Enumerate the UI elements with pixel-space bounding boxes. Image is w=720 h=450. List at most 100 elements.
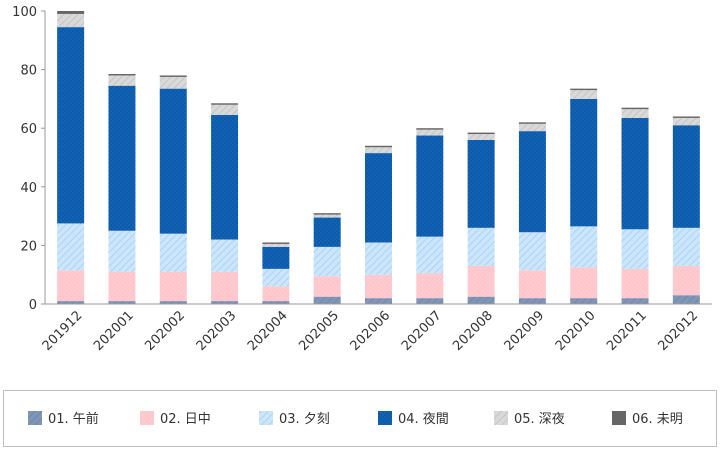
y-tick-label-80: 80 — [20, 64, 37, 79]
bar-202007-series-1 — [416, 298, 444, 304]
bar-202003-series-2 — [211, 271, 239, 302]
bar-201912-series-4 — [57, 27, 85, 224]
bar-202007-series-3 — [416, 236, 444, 274]
bar-202002-series-2 — [159, 271, 187, 302]
bar-202005-series-2 — [313, 276, 341, 297]
legend-swatch-1 — [28, 411, 42, 425]
x-tick-label-202003: 202003 — [194, 308, 240, 354]
bar-202004-series-1 — [262, 301, 290, 304]
x-tick-label-202001: 202001 — [91, 308, 137, 354]
bar-202004-series-5 — [262, 243, 290, 247]
bar-202006-series-2 — [365, 274, 392, 299]
bar-202006-series-5 — [365, 147, 392, 154]
bar-202008-series-2 — [467, 265, 495, 297]
y-tick-label-60: 60 — [20, 122, 37, 137]
bar-202002-series-3 — [159, 233, 187, 272]
bar-202009-series-1 — [518, 298, 546, 304]
y-tick-label-20: 20 — [20, 239, 37, 254]
bar-202001-series-5 — [108, 75, 136, 86]
bar-201912-series-2 — [57, 270, 85, 302]
x-tick-label-202012: 202012 — [655, 308, 701, 354]
bar-202005-series-5 — [313, 214, 341, 218]
bar-202012-series-5 — [672, 117, 700, 126]
bar-202008-series-1 — [467, 296, 495, 304]
bar-201912-series-6 — [57, 11, 85, 14]
x-tick-label-202009: 202009 — [502, 308, 548, 354]
bar-202009-series-4 — [518, 131, 546, 233]
bar-202007-series-2 — [416, 273, 444, 299]
bar-201912-series-3 — [57, 223, 85, 271]
bar-202001-series-1 — [108, 301, 136, 304]
bar-202010-series-3 — [570, 226, 598, 268]
legend-swatch-3 — [259, 411, 273, 425]
x-tick-label-202008: 202008 — [450, 308, 496, 354]
legend: 01. 午前 02. 日中 03. 夕刻 04. 夜間 05. 深夜 06. 未明 — [3, 390, 717, 447]
bar-202006-series-6 — [365, 145, 392, 148]
bar-201912-series-5 — [57, 13, 85, 28]
legend-swatch-5 — [494, 411, 508, 425]
x-tick-label-202005: 202005 — [296, 308, 342, 354]
plot-area — [57, 11, 700, 304]
bar-202005-series-6 — [313, 213, 341, 215]
legend-label-6: 06. 未明 — [632, 412, 683, 427]
bar-202010-series-2 — [570, 267, 598, 299]
bar-202002-series-6 — [159, 75, 187, 77]
x-tick-label-202007: 202007 — [399, 308, 445, 354]
x-tick-label-202011: 202011 — [604, 308, 650, 354]
bar-202004-series-4 — [262, 246, 290, 269]
legend-swatch-6 — [612, 411, 626, 425]
bar-202006-series-3 — [365, 242, 392, 275]
bar-202002-series-4 — [159, 88, 187, 234]
bar-202004-series-6 — [262, 242, 290, 244]
bar-202007-series-5 — [416, 129, 444, 136]
bar-202009-series-6 — [518, 122, 546, 124]
x-tick-label-201912: 201912 — [40, 308, 86, 354]
bar-202012-series-1 — [672, 295, 700, 304]
bar-201912-series-1 — [57, 301, 85, 304]
bar-202011-series-5 — [621, 109, 649, 118]
bar-202009-series-3 — [518, 232, 546, 271]
bar-202005-series-3 — [313, 246, 341, 277]
bar-202010-series-1 — [570, 298, 598, 304]
bar-202008-series-5 — [467, 134, 495, 140]
bar-202011-series-1 — [621, 298, 649, 304]
bar-202011-series-6 — [621, 107, 649, 110]
legend-box — [3, 390, 717, 447]
bar-202004-series-2 — [262, 286, 290, 302]
x-tick-label-202004: 202004 — [245, 308, 291, 354]
bar-202002-series-5 — [159, 76, 187, 89]
bar-202010-series-6 — [570, 88, 598, 91]
legend-swatch-2 — [140, 411, 154, 425]
x-tick-label-202010: 202010 — [553, 308, 599, 354]
bar-202006-series-1 — [365, 298, 392, 304]
bar-202003-series-3 — [211, 239, 239, 272]
bar-202010-series-4 — [570, 98, 598, 227]
y-tick-label-40: 40 — [20, 181, 37, 196]
bar-202002-series-1 — [159, 301, 187, 304]
legend-label-5: 05. 深夜 — [514, 412, 565, 427]
legend-label-1: 01. 午前 — [48, 411, 99, 427]
bar-202003-series-4 — [211, 115, 239, 240]
bar-202003-series-1 — [211, 301, 239, 304]
bar-202003-series-6 — [211, 103, 239, 105]
bar-202011-series-3 — [621, 229, 649, 269]
bar-202008-series-3 — [467, 227, 495, 266]
bar-202005-series-4 — [313, 217, 341, 247]
bar-202011-series-2 — [621, 268, 649, 299]
legend-swatch-4 — [378, 411, 392, 425]
bar-202009-series-2 — [518, 270, 546, 299]
x-tick-label-202006: 202006 — [348, 308, 394, 354]
bar-202004-series-3 — [262, 268, 290, 287]
legend-label-4: 04. 夜間 — [398, 412, 449, 427]
bar-202003-series-5 — [211, 104, 239, 116]
bar-202001-series-6 — [108, 74, 136, 76]
bar-202007-series-4 — [416, 135, 444, 237]
bar-202008-series-4 — [467, 139, 495, 228]
bar-202011-series-4 — [621, 117, 649, 230]
bar-202001-series-2 — [108, 271, 136, 302]
bar-202009-series-5 — [518, 123, 546, 132]
bar-202007-series-6 — [416, 128, 444, 130]
bar-202012-series-3 — [672, 227, 700, 266]
